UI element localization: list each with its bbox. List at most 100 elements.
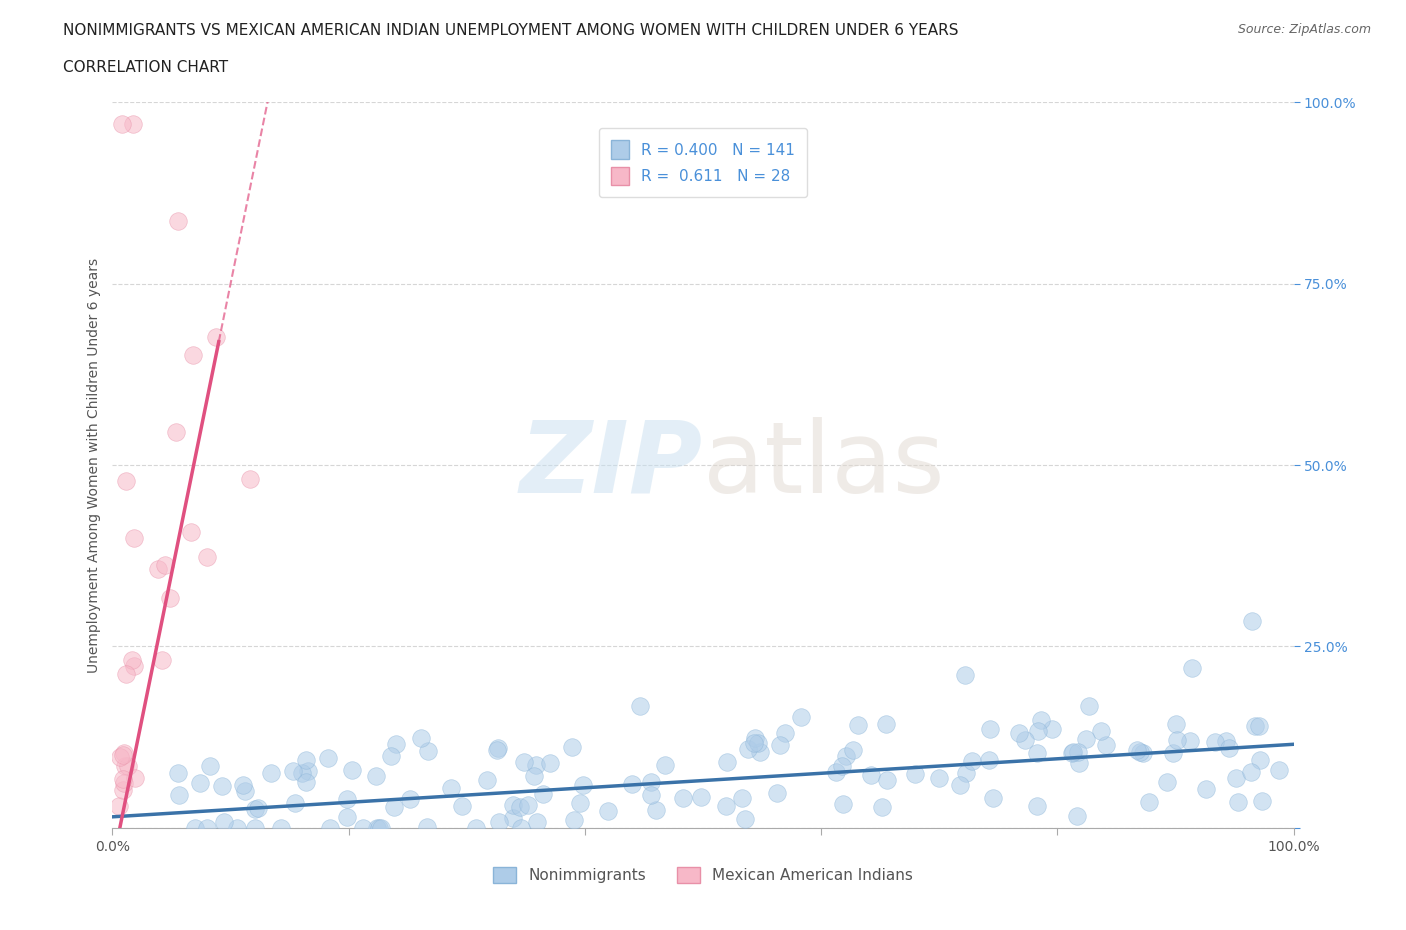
Point [523,769,546,784]
Point [1067,755,1090,770]
Point [1014,733,1036,748]
Point [1156,775,1178,790]
Point [1031,712,1053,727]
Point [366,820,388,835]
Point [620,777,643,791]
Point [195,820,218,835]
Point [297,764,319,778]
Point [765,786,787,801]
Point [524,758,547,773]
Point [198,759,221,774]
Point [1225,770,1247,785]
Point [152,652,174,667]
Point [1268,763,1291,777]
Point [875,717,897,732]
Point [1042,722,1064,737]
Point [205,330,228,345]
Point [122,116,145,131]
Point [352,820,374,835]
Point [416,819,439,834]
Point [510,820,533,835]
Point [294,775,316,790]
Point [485,742,508,757]
Point [212,815,235,830]
Point [169,788,191,803]
Point [842,743,865,758]
Point [716,754,738,769]
Point [284,795,307,810]
Point [517,797,540,812]
Point [628,699,651,714]
Point [1161,746,1184,761]
Point [260,765,283,780]
Point [243,820,266,835]
Point [1178,733,1201,748]
Legend: R = 0.400   N = 141, R =  0.611   N = 28: R = 0.400 N = 141, R = 0.611 N = 28 [599,128,807,197]
Point [342,763,364,777]
Point [122,530,145,545]
Y-axis label: Unemployment Among Women with Children Under 6 years: Unemployment Among Women with Children U… [87,258,101,672]
Point [979,752,1001,767]
Point [571,778,593,793]
Point [714,798,737,813]
Point [645,803,668,817]
Point [744,731,766,746]
Point [384,737,406,751]
Point [1008,725,1031,740]
Point [1249,719,1271,734]
Point [112,772,135,787]
Point [465,820,488,835]
Point [110,750,132,764]
Text: atlas: atlas [703,417,945,513]
Point [1129,745,1152,760]
Point [148,562,170,577]
Point [239,472,262,486]
Point [640,775,662,790]
Point [1204,734,1226,749]
Point [290,766,312,781]
Point [111,748,134,763]
Point [979,722,1001,737]
Point [183,820,205,835]
Point [195,550,218,565]
Point [981,790,1004,805]
Point [846,718,869,733]
Point [1126,742,1149,757]
Point [672,790,695,805]
Point [233,784,256,799]
Point [1249,752,1271,767]
Point [246,800,269,815]
Point [870,800,893,815]
Text: NONIMMIGRANTS VS MEXICAN AMERICAN INDIAN UNEMPLOYMENT AMONG WOMEN WITH CHILDREN : NONIMMIGRANTS VS MEXICAN AMERICAN INDIAN… [63,23,959,38]
Point [773,725,796,740]
Point [1164,716,1187,731]
Point [1181,660,1204,675]
Point [110,116,132,131]
Point [475,773,498,788]
Point [654,757,676,772]
Point [1250,793,1272,808]
Point [180,525,202,539]
Point [538,755,561,770]
Point [270,820,292,835]
Point [742,736,765,751]
Point [859,767,882,782]
Point [1218,740,1240,755]
Point [122,658,145,673]
Point [409,730,432,745]
Point [167,214,190,229]
Text: ZIP: ZIP [520,417,703,513]
Point [1076,732,1098,747]
Point [1215,734,1237,749]
Point [335,809,357,824]
Point [953,668,976,683]
Point [1137,795,1160,810]
Point [440,780,463,795]
Point [121,653,143,668]
Point [1078,698,1101,713]
Point [368,820,391,835]
Point [531,787,554,802]
Point [1060,746,1083,761]
Point [790,710,813,724]
Point [124,770,146,785]
